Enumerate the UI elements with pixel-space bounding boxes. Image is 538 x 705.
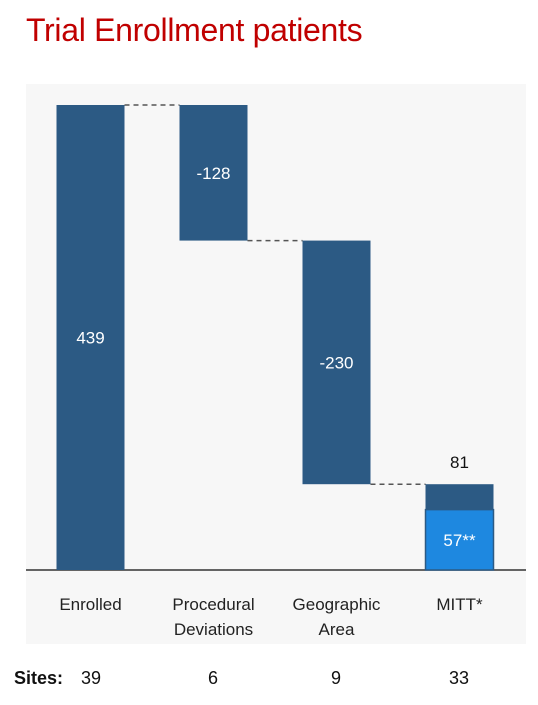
bar-enrolled — [56, 105, 125, 570]
waterfall-chart: 439 -128 -230 81 57** Enrolled Procedural Devia… — [26, 104, 526, 639]
data-label-mitt: 81 — [450, 453, 469, 472]
sub-bar-mitt — [424, 508, 495, 571]
sites-label: Sites: — [14, 668, 64, 688]
sites-value-geographic-area: 9 — [330, 668, 342, 688]
sites-value-enrolled: 39 — [80, 668, 102, 688]
sites-value-procedural-deviations: 6 — [207, 668, 219, 688]
x-tick-label-mitt-line-1: MITT* — [436, 595, 483, 614]
data-label-enrolled: 439 — [76, 329, 104, 348]
bar-geographic-area — [302, 240, 371, 485]
x-tick-label-enrolled-line-1: Enrolled — [59, 595, 121, 614]
data-label-geographic-area: -230 — [319, 353, 353, 372]
chart-title: Trial Enrollment patients — [26, 12, 363, 48]
x-tick-label-procedural-deviations-line-1: Procedural — [172, 595, 254, 614]
sites-row: Sites: 39 6 9 33 — [0, 668, 538, 692]
sites-value-mitt: 33 — [448, 668, 470, 688]
data-label-procedural-deviations: -128 — [196, 164, 230, 183]
x-tick-label-geographic-area-line-2: Area — [319, 620, 355, 639]
bar-procedural-deviations — [179, 105, 248, 241]
x-tick-label-geographic-area-line-1: Geographic — [293, 595, 381, 614]
x-tick-label-procedural-deviations-line-2: Deviations — [174, 620, 253, 639]
sub-bar-label-mitt: 57** — [443, 531, 476, 550]
